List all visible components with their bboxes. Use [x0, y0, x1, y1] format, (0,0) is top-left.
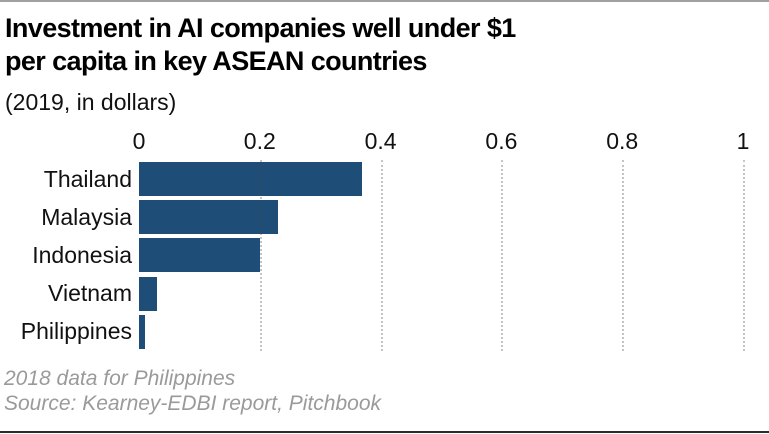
- bar-chart: 0 0.2 0.4 0.6 0.8 1 Thailand Malaysia Indonesia…: [21, 116, 750, 351]
- x-tick-label-0.2: 0.2: [243, 128, 276, 154]
- bar-track-malaysia: [139, 200, 743, 235]
- category-label-malaysia: Malaysia: [41, 203, 132, 230]
- category-label-thailand: Thailand: [43, 165, 132, 192]
- bar-philippines: [139, 314, 146, 349]
- chart-title-line2: per capita in key ASEAN countries: [5, 46, 427, 76]
- top-divider-rule: [0, 0, 769, 2]
- chart-title-line1: Investment in AI companies well under $1: [5, 13, 516, 43]
- gridline-1: [743, 160, 745, 351]
- bar-vietnam: [139, 276, 158, 311]
- x-tick-label-1: 1: [736, 128, 750, 154]
- chart-row-malaysia: Malaysia: [41, 198, 743, 236]
- gridline-0.8: [622, 160, 625, 351]
- category-label-philippines: Philippines: [20, 318, 132, 345]
- chart-title: Investment in AI companies well under $1…: [5, 12, 763, 78]
- bar-track-vietnam: [139, 276, 743, 311]
- bar-track-indonesia: [139, 238, 743, 273]
- chart-subtitle: (2019, in dollars): [5, 89, 177, 115]
- gridline-0.4: [380, 160, 383, 351]
- footnote: 2018 data for Philippines: [4, 367, 236, 390]
- x-axis-ticks: 0 0.2 0.4 0.6 0.8 1: [133, 116, 750, 160]
- chart-footer: 2018 data for Philippines Source: Kearne…: [4, 366, 763, 416]
- plot-area: Thailand Malaysia Indonesia Vietnam Philippi…: [21, 160, 745, 351]
- source-note: Source: Kearney-EDBI report, Pitchbook: [4, 392, 382, 415]
- bar-malaysia: [139, 200, 278, 235]
- gridline-0.2: [259, 160, 262, 351]
- chart-row-philippines: Philippines: [21, 313, 743, 351]
- bar-thailand: [139, 162, 363, 197]
- chart-row-indonesia: Indonesia: [32, 236, 743, 274]
- chart-row-thailand: Thailand: [44, 160, 743, 198]
- chart-header: Investment in AI companies well under $1…: [0, 0, 769, 116]
- x-tick-label-0.4: 0.4: [364, 128, 397, 154]
- category-label-vietnam: Vietnam: [48, 280, 132, 307]
- x-tick-label-0.6: 0.6: [485, 128, 518, 154]
- category-label-indonesia: Indonesia: [32, 241, 132, 268]
- bar-indonesia: [139, 238, 260, 273]
- x-tick-label-0: 0: [132, 128, 146, 154]
- chart-row-vietnam: Vietnam: [48, 275, 743, 313]
- bar-track-philippines: [139, 314, 743, 349]
- gridline-0.6: [501, 160, 504, 351]
- bottom-divider-rule: [0, 431, 769, 433]
- x-tick-label-0.8: 0.8: [606, 128, 639, 154]
- bar-track-thailand: [139, 162, 743, 197]
